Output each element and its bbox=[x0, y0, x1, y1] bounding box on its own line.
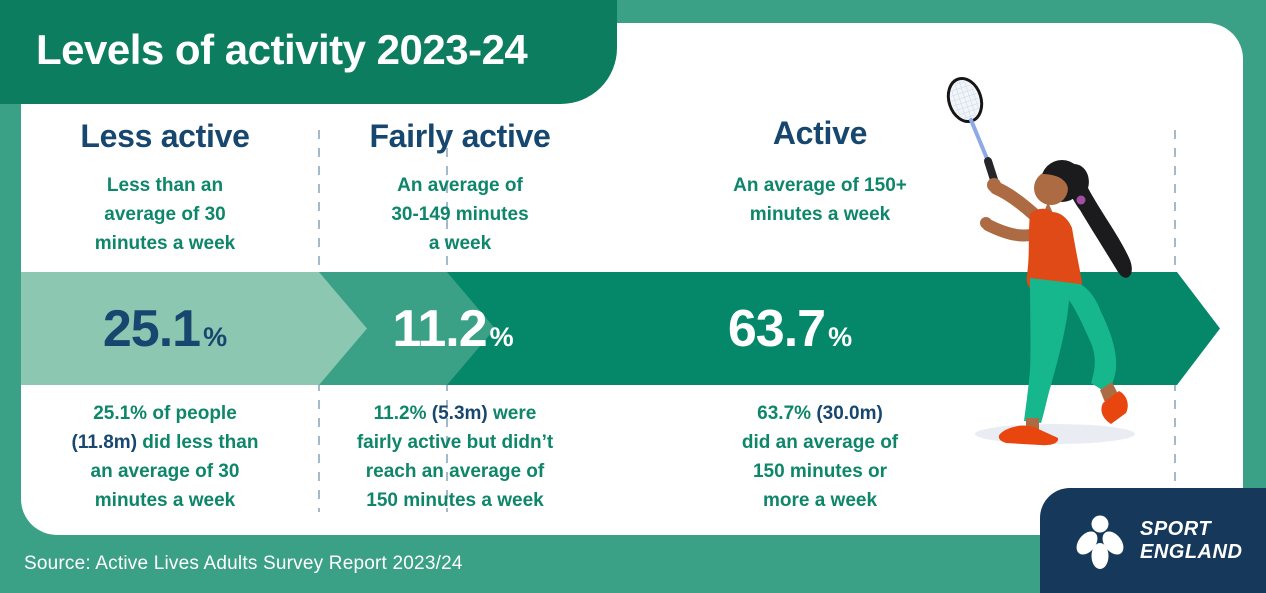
sport-england-wordmark: SPORT ENGLAND bbox=[1140, 518, 1242, 564]
hair-front bbox=[1042, 168, 1073, 194]
definition-fairly-active: An average of 30-149 minutes a week bbox=[391, 175, 529, 254]
definition-active: An average of 150+ minutes a week bbox=[733, 175, 907, 225]
arrow-segment-less-active bbox=[21, 272, 367, 385]
percent-sign: % bbox=[203, 322, 228, 352]
sport-england-logo-icon bbox=[1076, 515, 1124, 569]
leggings bbox=[1024, 278, 1117, 423]
detail-text: 25.1% of people bbox=[93, 403, 237, 424]
percent-value: 25.1 bbox=[102, 299, 201, 358]
head bbox=[1034, 171, 1068, 205]
title-band: Levels of activity 2023-24 bbox=[0, 0, 617, 104]
detail-less-active: 25.1% of people (11.8m) did less than an… bbox=[45, 399, 285, 515]
badminton-player-illustration bbox=[946, 77, 1135, 446]
heading-active: Active bbox=[772, 115, 868, 151]
detail-text: 63.7% bbox=[757, 403, 817, 424]
detail-figure: (5.3m) bbox=[431, 403, 488, 424]
detail-figure: (30.0m) bbox=[816, 403, 883, 424]
detail-text: did less than an average of 30 minutes a… bbox=[90, 432, 259, 511]
definition-less-active: Less than an average of 30 minutes a wee… bbox=[94, 175, 236, 254]
detail-text: 11.2% bbox=[373, 403, 432, 424]
detail-fairly-active: 11.2% (5.3m) were fairly active but didn… bbox=[335, 399, 575, 515]
sport-england-logo: SPORT ENGLAND bbox=[1040, 488, 1266, 593]
back-shoe bbox=[1101, 391, 1128, 424]
heading-less-active: Less active bbox=[80, 118, 250, 154]
heading-fairly-active: Fairly active bbox=[369, 118, 551, 154]
hand-on-grip bbox=[987, 178, 1001, 192]
percent-value: 63.7 bbox=[727, 299, 826, 358]
page-title: Levels of activity 2023-24 bbox=[36, 26, 528, 73]
detail-text: were fairly active but didn’t reach an a… bbox=[356, 403, 554, 511]
percent-value: 11.2 bbox=[392, 299, 487, 358]
tank-top bbox=[1026, 208, 1082, 298]
detail-figure: (11.8m) bbox=[71, 432, 138, 453]
percent-less-active: 25.1% bbox=[45, 272, 285, 385]
percent-active: 63.7% bbox=[670, 272, 910, 385]
back-hand bbox=[980, 217, 992, 229]
badminton-racket bbox=[946, 77, 1000, 190]
percent-sign: % bbox=[828, 322, 853, 352]
source-caption: Source: Active Lives Adults Survey Repor… bbox=[24, 553, 463, 574]
detail-active: 63.7% (30.0m) did an average of 150 minu… bbox=[700, 399, 940, 515]
logo-line-1: SPORT bbox=[1140, 517, 1212, 540]
detail-text: did an average of 150 minutes or more a … bbox=[741, 432, 899, 511]
logo-line-2: ENGLAND bbox=[1140, 540, 1243, 563]
front-shoe bbox=[998, 425, 1059, 446]
percent-sign: % bbox=[489, 322, 514, 352]
percent-fairly-active: 11.2% bbox=[333, 272, 573, 385]
activity-arrow-band bbox=[21, 272, 1220, 385]
hair-tie bbox=[1076, 195, 1086, 205]
